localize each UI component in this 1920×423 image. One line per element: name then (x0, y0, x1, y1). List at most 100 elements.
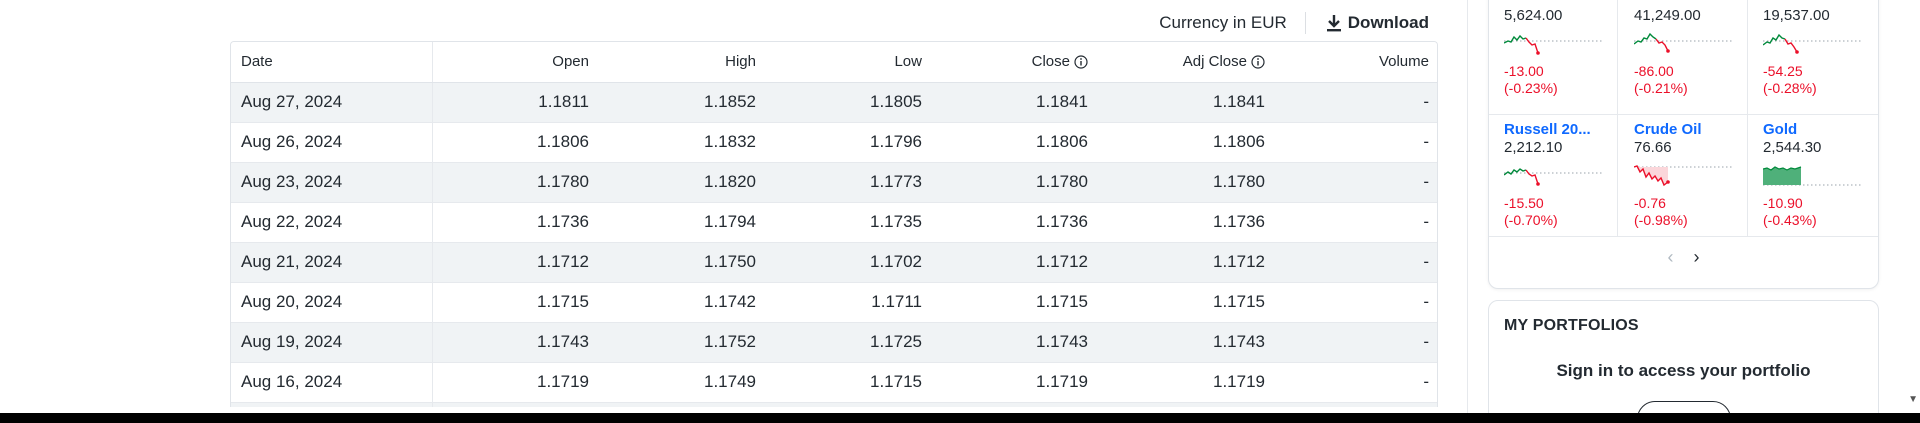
market-item-russell[interactable]: Russell 20... 2,212.10 -15.50 (-0.70%) (1504, 121, 1624, 229)
header-high[interactable]: High (599, 42, 766, 83)
market-name[interactable]: Russell 20... (1504, 121, 1591, 138)
cell-volume: - (1275, 322, 1437, 363)
sparkline-chart (1634, 165, 1734, 187)
cell-date: Aug 21, 2024 (231, 242, 433, 283)
download-icon (1326, 15, 1341, 32)
market-change: -10.90 (-0.43%) (1763, 195, 1883, 229)
cell-open: 1.1715 (432, 282, 599, 323)
market-price: 2,544.30 (1763, 139, 1822, 156)
cell-low (766, 402, 932, 407)
chevron-right-icon[interactable]: › (1693, 247, 1700, 267)
scroll-down-arrow-icon[interactable]: ▼ (1908, 394, 1918, 405)
sparkline-chart (1763, 33, 1863, 54)
header-adj-close[interactable]: Adj Close (1098, 42, 1275, 83)
table-row: Aug 19, 2024 1.1743 1.1752 1.1725 1.1743… (231, 322, 1437, 363)
cell-low: 1.1725 (766, 322, 932, 363)
cell-high: 1.1752 (599, 322, 766, 363)
cell-open (432, 402, 599, 407)
cell-close: 1.1712 (932, 242, 1098, 283)
column-divider (1617, 0, 1618, 114)
cell-adj-close: 1.1780 (1098, 162, 1275, 203)
row-divider (1489, 114, 1878, 115)
cell-volume: - (1275, 122, 1437, 163)
market-item-crude-oil[interactable]: Crude Oil 76.66 -0.76 (-0.98%) (1634, 121, 1754, 229)
cell-open: 1.1736 (432, 202, 599, 243)
table-row: Aug 16, 2024 1.1719 1.1749 1.1715 1.1719… (231, 362, 1437, 403)
cell-volume: - (1275, 282, 1437, 323)
market-change-value: -0.76 (1634, 195, 1666, 211)
market-name[interactable]: Crude Oil (1634, 121, 1702, 138)
market-item[interactable]: 19,537.00 -54.25 (-0.28%) (1763, 7, 1883, 97)
market-item[interactable]: 5,624.00 -13.00 (-0.23%) (1504, 7, 1624, 97)
cell-low: 1.1711 (766, 282, 932, 323)
market-change: -86.00 (-0.21%) (1634, 63, 1754, 97)
header-date[interactable]: Date (231, 42, 433, 83)
cell-date: Aug 27, 2024 (231, 82, 433, 123)
sidebar-divider (1467, 0, 1468, 423)
historical-data-table: Date Open High Low Close Adj Close (230, 41, 1438, 407)
market-change-percent: (-0.98%) (1634, 212, 1688, 228)
header-volume[interactable]: Volume (1275, 42, 1437, 83)
header-close[interactable]: Close (932, 42, 1098, 83)
cell-date: Aug 22, 2024 (231, 202, 433, 243)
cell-open: 1.1743 (432, 322, 599, 363)
cell-high: 1.1794 (599, 202, 766, 243)
cell-volume: - (1275, 162, 1437, 203)
market-change-percent: (-0.70%) (1504, 212, 1558, 228)
header-low[interactable]: Low (766, 42, 932, 83)
market-change-value: -13.00 (1504, 63, 1544, 79)
market-name[interactable]: Gold (1763, 121, 1798, 138)
market-change: -13.00 (-0.23%) (1504, 63, 1624, 97)
cell-volume: - (1275, 362, 1437, 403)
market-item[interactable]: 41,249.00 -86.00 (-0.21%) (1634, 7, 1754, 97)
cell-high (599, 402, 766, 407)
sparkline-chart (1504, 168, 1604, 186)
cell-adj-close: 1.1736 (1098, 202, 1275, 243)
market-change-value: -10.90 (1763, 195, 1803, 211)
cell-volume: - (1275, 202, 1437, 243)
cell-close: 1.1719 (932, 362, 1098, 403)
cell-adj-close: 1.1712 (1098, 242, 1275, 283)
cell-high: 1.1750 (599, 242, 766, 283)
table-row: Aug 26, 2024 1.1806 1.1832 1.1796 1.1806… (231, 122, 1437, 163)
history-toolbar: Currency in EUR Download (1159, 8, 1429, 38)
cell-close (932, 402, 1098, 407)
cell-open: 1.1719 (432, 362, 599, 403)
cell-adj-close: 1.1719 (1098, 362, 1275, 403)
cell-low: 1.1715 (766, 362, 932, 403)
cell-date: Aug 19, 2024 (231, 322, 433, 363)
portfolios-title: MY PORTFOLIOS (1504, 317, 1639, 334)
cell-date: Aug 23, 2024 (231, 162, 433, 203)
sparkline-chart (1504, 34, 1604, 55)
cell-adj-close (1098, 402, 1275, 407)
download-button[interactable]: Download (1326, 13, 1429, 33)
info-icon[interactable] (1251, 55, 1265, 69)
cell-close: 1.1780 (932, 162, 1098, 203)
market-change-percent: (-0.28%) (1763, 80, 1817, 96)
table-row: Aug 20, 2024 1.1715 1.1742 1.1711 1.1715… (231, 282, 1437, 323)
market-change: -54.25 (-0.28%) (1763, 63, 1883, 97)
table-row: Aug 23, 2024 1.1780 1.1820 1.1773 1.1780… (231, 162, 1437, 203)
header-adj-close-label: Adj Close (1182, 53, 1247, 71)
sparkline-chart (1763, 166, 1863, 186)
column-divider (1617, 114, 1618, 236)
cell-open: 1.1780 (432, 162, 599, 203)
cell-volume: - (1275, 82, 1437, 123)
portfolios-signin-message: Sign in to access your portfolio (1556, 361, 1811, 380)
cell-low: 1.1805 (766, 82, 932, 123)
market-change-value: -86.00 (1634, 63, 1674, 79)
cell-open: 1.1811 (432, 82, 599, 123)
cell-low: 1.1735 (766, 202, 932, 243)
info-icon[interactable] (1074, 55, 1088, 69)
header-open[interactable]: Open (432, 42, 599, 83)
cell-high: 1.1749 (599, 362, 766, 403)
header-close-label: Close (1031, 53, 1070, 71)
cell-date (231, 402, 433, 407)
market-change: -0.76 (-0.98%) (1634, 195, 1754, 229)
market-item-gold[interactable]: Gold 2,544.30 -10.90 (-0.43%) (1763, 121, 1883, 229)
cell-open: 1.1712 (432, 242, 599, 283)
chevron-left-icon[interactable]: ‹ (1667, 247, 1674, 267)
market-change-value: -15.50 (1504, 195, 1544, 211)
market-change: -15.50 (-0.70%) (1504, 195, 1624, 229)
